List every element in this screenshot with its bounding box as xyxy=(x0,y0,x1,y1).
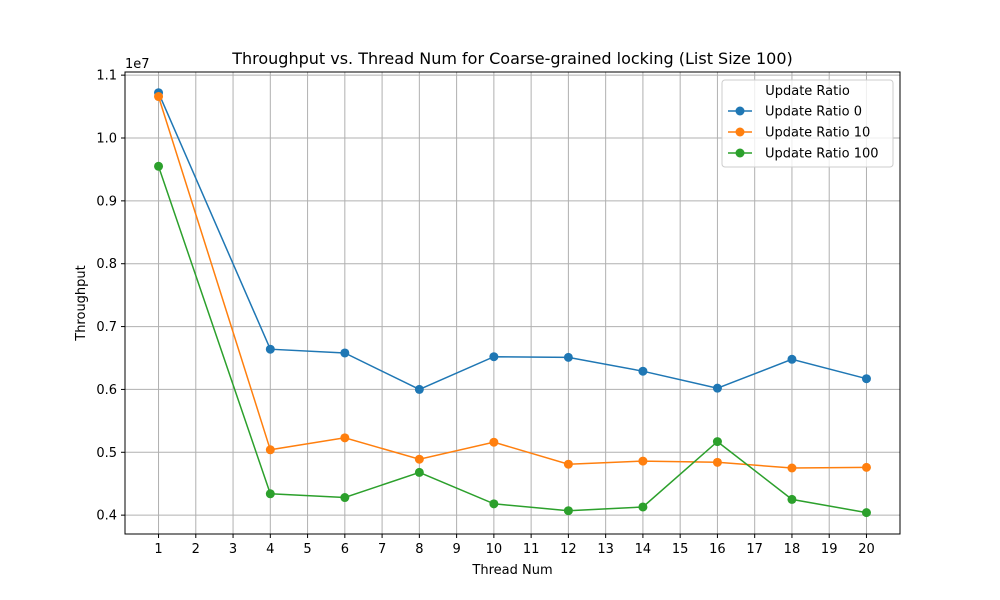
data-point xyxy=(414,467,424,477)
legend-entry: Update Ratio 10 xyxy=(728,126,870,141)
data-point xyxy=(414,454,424,464)
x-tick-label: 8 xyxy=(415,542,423,557)
y-tick-label: 0.8 xyxy=(96,257,117,272)
data-point xyxy=(712,457,722,467)
legend-label: Update Ratio 100 xyxy=(765,147,879,162)
series-layer xyxy=(154,88,871,518)
x-tick-label: 18 xyxy=(784,542,801,557)
legend-title: Update Ratio xyxy=(765,84,850,99)
x-tick-label: 2 xyxy=(192,542,200,557)
x-tick-label: 16 xyxy=(709,542,726,557)
x-tick-label: 9 xyxy=(452,542,460,557)
plot-frame xyxy=(124,71,901,535)
x-axis-label: Thread Num xyxy=(471,563,552,578)
series-line xyxy=(157,96,867,469)
data-point xyxy=(265,445,275,455)
x-tick-label: 19 xyxy=(821,542,838,557)
data-point xyxy=(787,494,797,504)
data-point xyxy=(712,383,722,393)
y-tick-label: 0.6 xyxy=(96,383,117,398)
x-tick-label: 4 xyxy=(266,542,274,557)
x-tick-label: 6 xyxy=(341,542,349,557)
y-axis-label: Throughput xyxy=(74,265,89,342)
x-tick-label: 10 xyxy=(486,542,503,557)
x-tick-label: 15 xyxy=(672,542,689,557)
data-point xyxy=(638,502,648,512)
data-point xyxy=(489,352,499,362)
y-tick-label: 0.4 xyxy=(96,509,117,524)
series-line xyxy=(157,92,867,391)
x-tick-label: 5 xyxy=(303,542,311,557)
legend: Update Ratio Update Ratio 0 Update Ratio … xyxy=(721,79,894,168)
legend-label: Update Ratio 10 xyxy=(765,126,870,141)
data-point xyxy=(563,459,573,469)
data-point xyxy=(861,374,871,384)
legend-marker xyxy=(735,127,745,137)
data-point xyxy=(414,384,424,394)
data-point xyxy=(489,437,499,447)
data-point xyxy=(265,344,275,354)
data-point xyxy=(489,499,499,509)
legend-label: Update Ratio 0 xyxy=(765,105,862,120)
chart-title: Throughput vs. Thread Num for Coarse-gra… xyxy=(231,49,793,68)
y-tick-label: 0.9 xyxy=(96,194,117,209)
x-tick-label: 11 xyxy=(523,542,540,557)
data-point xyxy=(563,506,573,516)
x-tick-label: 20 xyxy=(858,542,875,557)
legend-marker xyxy=(735,106,745,116)
data-point xyxy=(340,348,350,358)
data-point xyxy=(712,437,722,447)
data-point xyxy=(154,92,164,102)
y-tick-label: 0.5 xyxy=(96,446,117,461)
y-tick-label: 0.7 xyxy=(96,320,117,335)
data-point xyxy=(154,161,164,171)
x-tick-label: 17 xyxy=(746,542,763,557)
data-point xyxy=(861,508,871,518)
series-1 xyxy=(154,92,871,473)
series-line xyxy=(157,166,867,514)
x-tick-label: 7 xyxy=(378,542,386,557)
y-offset-label: 1e7 xyxy=(125,57,150,72)
x-tick-label: 3 xyxy=(229,542,237,557)
legend-entry: Update Ratio 100 xyxy=(728,147,879,162)
data-point xyxy=(265,489,275,499)
x-tick-label: 12 xyxy=(560,542,577,557)
x-axis-ticks: 1 2 3 4 5 6 7 8 9 10 11 12 13 14 15 16 17 18 19 20 xyxy=(154,534,875,557)
x-tick-label: 1 xyxy=(154,542,162,557)
data-point xyxy=(638,456,648,466)
x-tick-label: 13 xyxy=(597,542,614,557)
legend-marker xyxy=(735,148,745,158)
data-point xyxy=(787,463,797,473)
legend-entry: Update Ratio 0 xyxy=(728,105,862,120)
y-tick-label: 1.0 xyxy=(96,132,117,147)
data-point xyxy=(563,352,573,362)
legend-box xyxy=(721,79,894,168)
y-tick-label: 1.1 xyxy=(96,69,117,84)
y-axis-ticks: 0.4 0.5 0.6 0.7 0.8 0.9 1.0 1.1 xyxy=(96,69,125,524)
data-point xyxy=(340,433,350,443)
series-2 xyxy=(154,161,871,518)
data-point xyxy=(861,462,871,472)
data-point xyxy=(638,366,648,376)
x-tick-label: 14 xyxy=(635,542,652,557)
data-point xyxy=(787,354,797,364)
data-point xyxy=(340,493,350,503)
